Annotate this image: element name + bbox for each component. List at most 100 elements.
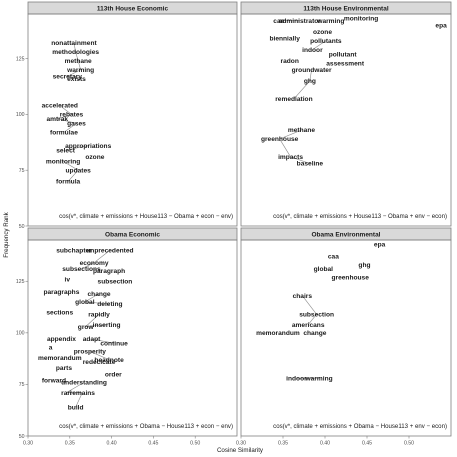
word-point-warming: warming	[316, 18, 344, 25]
leader-line	[279, 138, 291, 157]
x-tick-label: 0.50	[404, 441, 414, 447]
leader-line	[77, 60, 81, 70]
word-point-monitoring: monitoring	[46, 158, 80, 165]
word-point-exists: exists	[67, 76, 86, 83]
leader-line	[67, 170, 79, 182]
word-point-impacts: impacts	[278, 154, 303, 161]
leader-line	[85, 324, 107, 327]
word-point-indoor: indoor	[302, 47, 323, 54]
panel-formula: cos(v*, climate + emissions + Obama − Ho…	[59, 423, 233, 430]
word-point-subchapter: subchapter	[56, 248, 92, 255]
word-point-iv: iv	[65, 276, 71, 283]
leader-line	[293, 80, 311, 99]
word-point-subsection: subsection	[299, 311, 334, 318]
word-point-headnote: headnote	[94, 357, 124, 364]
panel-113th-house-economic: 113th House Economic 50 75 100 125 nonattainm…	[16, 1, 238, 230]
word-point-memorandum: memorandum	[256, 330, 300, 337]
leader-line	[279, 129, 302, 140]
word-point-pollutants: pollutants	[310, 38, 342, 45]
word-point-rapidly: rapidly	[88, 311, 110, 318]
word-point-parts: parts	[56, 365, 72, 372]
word-point-methane: methane	[288, 127, 315, 134]
word-point-assessment: assessment	[326, 60, 365, 67]
panel-frame	[240, 13, 452, 227]
word-point-caa: caa	[273, 18, 284, 25]
word-point-ozone: ozone	[85, 154, 104, 161]
word-point-appendix: appendix	[47, 336, 76, 343]
leader-line	[307, 314, 317, 325]
x-tick-label: 0.45	[362, 441, 372, 447]
word-point-build: build	[68, 404, 84, 411]
word-point-economy: economy	[80, 260, 109, 267]
leader-line	[63, 123, 77, 133]
word-point-order: order	[105, 371, 122, 378]
word-point-accelerated: accelerated	[42, 103, 78, 110]
word-point-global: global	[75, 299, 95, 306]
leader-line	[59, 105, 72, 115]
word-point-ozone: ozone	[313, 29, 332, 36]
leader-line	[302, 295, 317, 315]
word-point-change: change	[88, 291, 111, 298]
word-point-paragraphs: paragraphs	[43, 289, 79, 296]
word-point-methane: methane	[65, 58, 92, 65]
leader-line	[67, 69, 81, 77]
leader-line	[81, 262, 95, 270]
x-tick-label: 0.50	[190, 441, 200, 447]
word-point-ghg: ghg	[358, 262, 370, 269]
leader-line	[65, 145, 89, 151]
word-point-memorandum: memorandum	[38, 355, 82, 362]
x-tick-label: 0.35	[65, 441, 75, 447]
leader-line	[57, 118, 77, 124]
y-tick-label: 75	[19, 382, 25, 388]
word-point-rebates: rebates	[60, 112, 84, 119]
panel-formula: cos(v*, climate + emissions + House113 −…	[273, 213, 447, 220]
word-point-prosperity: prosperity	[74, 349, 107, 356]
word-point-select: select	[56, 147, 76, 154]
word-point-biennially: biennially	[269, 36, 300, 43]
leader-line	[312, 40, 327, 50]
word-point-global: global	[314, 266, 334, 273]
x-tick-label: 0.30	[23, 441, 33, 447]
word-point-chairs: chairs	[293, 293, 313, 300]
word-point-nonattainment: nonattainment	[51, 40, 97, 47]
leader-line	[85, 314, 100, 327]
y-tick-label: 125	[16, 279, 25, 285]
panel-obama-economic: Obama Economic 50 75 100 125 0.30 0.35 0.40 0.45…	[16, 227, 238, 447]
x-tick-label: 0.30	[236, 441, 246, 447]
panel-title: 113th House Environmental	[303, 6, 388, 13]
word-point-grow: grow	[78, 324, 95, 331]
word-point-methodologies: methodologies	[52, 49, 99, 56]
word-point-formulae: formulae	[50, 129, 78, 136]
word-point-redecicate: redecicate	[83, 359, 116, 366]
facet-panels: 113th House Economic 50 75 100 125 nonattainm…	[16, 1, 452, 447]
leader-line	[66, 382, 85, 393]
x-tick-label: 0.35	[278, 441, 288, 447]
y-tick-label: 100	[16, 331, 25, 337]
leader-line	[309, 69, 312, 81]
word-point-secretary: secretary	[53, 74, 83, 81]
word-point-sections: sections	[46, 309, 73, 316]
word-point-epa: epa	[374, 241, 386, 248]
word-point-groundwater: groundwater	[292, 67, 332, 74]
panel-obama-environmental: Obama Environmental 0.30 0.35 0.40 0.45 0.50 e…	[236, 227, 452, 447]
word-point-adapt: adapt	[83, 336, 101, 343]
leader-line	[93, 250, 111, 263]
word-point-unprecedented: unprecedented	[86, 248, 133, 255]
word-point-understanding: understanding	[61, 380, 107, 387]
y-tick-label: 125	[16, 56, 25, 62]
word-point-americans: americans	[292, 322, 325, 329]
leader-line	[73, 42, 76, 52]
leader-line	[84, 293, 100, 303]
panel-frame	[27, 13, 238, 227]
word-point-radon: radon	[281, 58, 299, 65]
x-tick-label: 0.40	[107, 441, 117, 447]
word-point-change: change	[303, 330, 326, 337]
leader-line	[62, 161, 79, 171]
panel-title: Obama Environmental	[312, 232, 381, 239]
panel-formula: cos(v*, climate + emissions + Obama − Ho…	[273, 423, 447, 430]
panel-113th-house-environmental: 113th House Environmental caaadministrato…	[240, 1, 452, 227]
word-point-paragraph: paragraph	[93, 268, 125, 275]
word-point-subsections: subsections	[62, 266, 101, 273]
word-point-warming: warming	[305, 375, 333, 382]
